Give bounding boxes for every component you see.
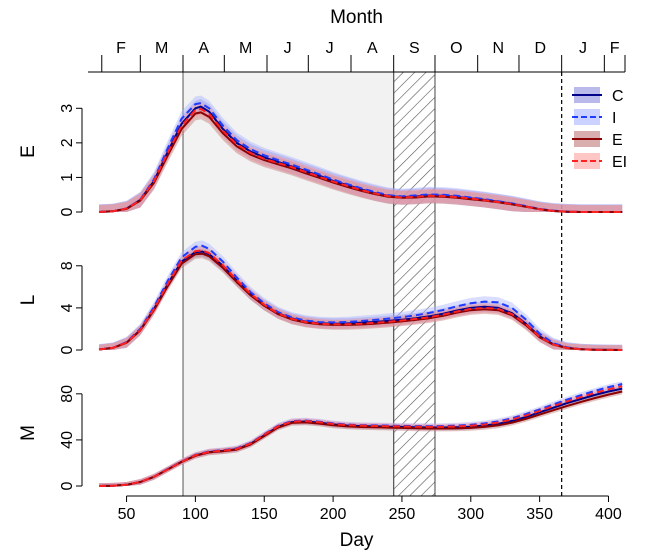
x-tick-label: 200 [320, 506, 347, 523]
hatched-region [393, 71, 436, 497]
month-label: A [198, 40, 209, 57]
month-label: F [610, 40, 620, 57]
x-tick-label: 50 [118, 506, 136, 523]
legend-label-i: I [612, 110, 616, 127]
legend-label-e: E [612, 132, 623, 149]
band-m-ei [99, 383, 623, 486]
month-label: M [239, 40, 252, 57]
series-lines [98, 102, 623, 487]
y-tick-label-m: 80 [59, 385, 76, 403]
month-label: J [284, 40, 292, 57]
shaded-season-region [183, 72, 394, 496]
panel-ylabel-l: L [18, 295, 39, 306]
line-l-ei [98, 249, 623, 351]
line-l-e [98, 252, 623, 351]
line-e-ei [98, 108, 623, 213]
panel-ylabel-m: M [18, 425, 39, 441]
month-label: O [450, 40, 462, 57]
line-l-i [98, 244, 623, 351]
x-axis-title: Day [340, 530, 374, 551]
x-tick-label: 350 [526, 506, 553, 523]
x-tick-label: 300 [457, 506, 484, 523]
x-tick-label: 150 [251, 506, 278, 523]
axes: 0 1 2 3 E 0 4 8 L 0 40 80 M F M A M J J A S O N D J F 50 100 150 200 2… [18, 40, 626, 523]
y-tick-label-e: 3 [59, 104, 76, 113]
y-tick-label-m: 0 [59, 481, 76, 490]
panel-ylabel-e: E [18, 145, 39, 158]
month-label: S [409, 40, 420, 57]
y-tick-label-l: 4 [59, 303, 76, 312]
month-label: J [579, 40, 587, 57]
line-m-ei [98, 385, 623, 487]
x-tick-label: 250 [389, 506, 416, 523]
x-tick-label: 100 [182, 506, 209, 523]
y-tick-label-e: 2 [59, 138, 76, 147]
month-label: A [367, 40, 378, 57]
y-tick-label-e: 0 [59, 207, 76, 216]
month-label: J [326, 40, 334, 57]
month-label: F [116, 40, 126, 57]
y-tick-label-e: 1 [59, 173, 76, 182]
band-m-c [99, 385, 623, 486]
y-tick-label-l: 8 [59, 261, 76, 270]
month-label: N [493, 40, 505, 57]
top-axis-title: Month [330, 7, 383, 28]
month-label: M [155, 40, 168, 57]
month-label: D [535, 40, 547, 57]
legend: CIE EI [572, 87, 627, 171]
x-tick-label: 400 [595, 506, 622, 523]
season-regions [182, 71, 563, 497]
legend-label-ei: EI [612, 154, 627, 171]
band-l-i [99, 240, 623, 350]
y-tick-label-l: 0 [59, 345, 76, 354]
band-m-i [99, 381, 623, 486]
band-m-e [99, 388, 623, 486]
legend-label-c: C [612, 88, 624, 105]
y-tick-label-m: 40 [59, 431, 76, 449]
